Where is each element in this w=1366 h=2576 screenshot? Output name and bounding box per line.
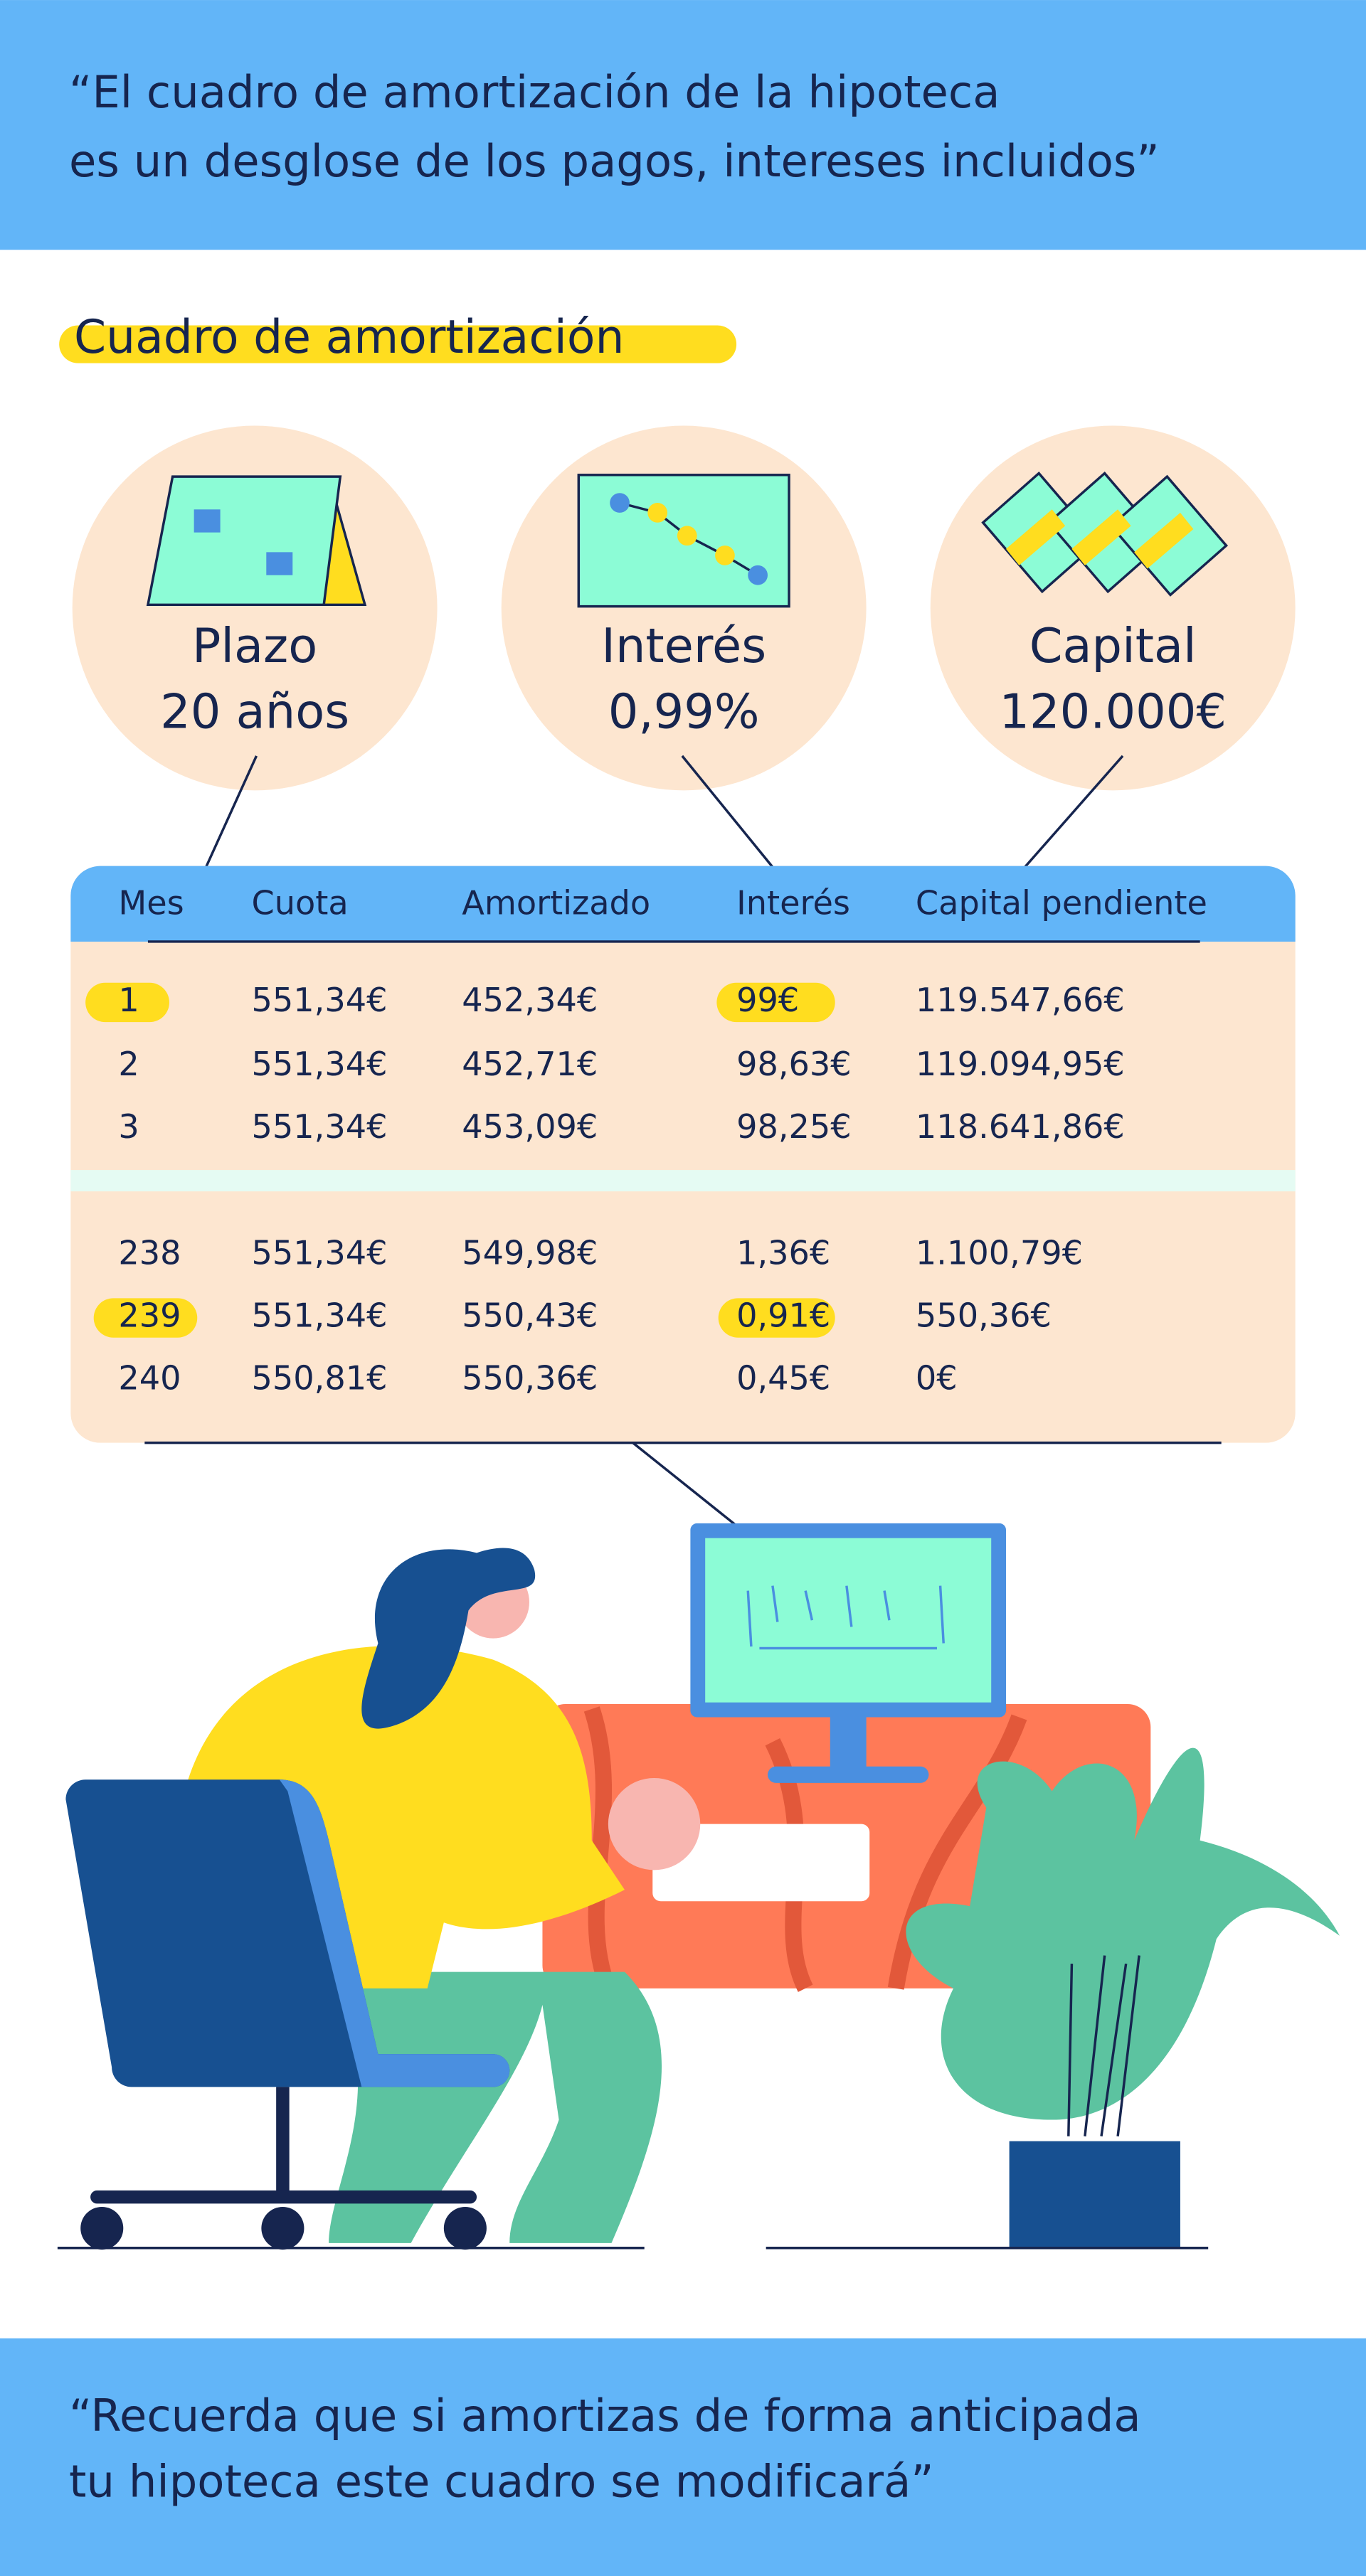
summary-value: 120.000€: [999, 684, 1227, 740]
header-quote: “El cuadro de amortización de la hipotec…: [69, 66, 1000, 118]
amortization-table: Mes Cuota Amortizado Interés Capital pendien…: [70, 866, 1296, 1443]
table-cell: 550,36€: [462, 1358, 598, 1397]
table-cell: 453,09€: [462, 1107, 598, 1146]
wheel: [261, 2207, 305, 2250]
table-cell: 549,98€: [462, 1234, 598, 1272]
section-title: Cuadro de amortización: [74, 311, 624, 364]
table-cell: 550,43€: [462, 1297, 598, 1335]
column-header: Amortizado: [462, 884, 650, 922]
table-cell: 240: [118, 1358, 181, 1397]
table-cell: 551,34€: [252, 1107, 388, 1146]
table-cell: 118.641,86€: [916, 1107, 1125, 1146]
table-cell: 1,36€: [736, 1234, 830, 1272]
table-cell: 1: [118, 981, 139, 1019]
table-cell: 119.094,95€: [916, 1045, 1125, 1083]
table-cell: 3: [118, 1107, 139, 1146]
row-highlight: [93, 1298, 198, 1338]
chart-icon: [748, 565, 768, 585]
pot: [1009, 2141, 1180, 2248]
circle: [72, 425, 438, 791]
table-cell: 452,34€: [462, 981, 598, 1019]
summary-circles: Plazo 20 años Interés 0,99% Capital 120.…: [72, 425, 1296, 880]
summary-label: Capital: [1029, 618, 1197, 674]
table-cell: 1.100,79€: [916, 1234, 1083, 1272]
table-cell: 551,34€: [252, 981, 388, 1019]
calendar-icon: [266, 552, 293, 575]
chart-icon: [677, 526, 697, 546]
row-highlight: [85, 982, 169, 1023]
table-cell: 551,34€: [252, 1234, 388, 1272]
table-gap: [70, 1170, 1296, 1192]
table-cell: 551,34€: [252, 1045, 388, 1083]
footer-quote: “Recuerda que si amortizas de forma anti…: [69, 2390, 1141, 2442]
hair: [361, 1548, 536, 1729]
chair-base: [90, 2190, 477, 2204]
keyboard: [652, 1824, 870, 1902]
table-body: [70, 866, 1296, 1443]
wheel: [80, 2207, 124, 2250]
chart-icon: [647, 503, 668, 523]
footer-band: [0, 2338, 1366, 2576]
table-cell: 238: [118, 1234, 181, 1272]
table-cell: 2: [118, 1045, 139, 1083]
chair-post: [276, 2087, 290, 2194]
connector-lines: [199, 755, 1124, 880]
column-header: Interés: [736, 884, 850, 922]
cell-highlight: [718, 1298, 835, 1338]
summary-value: 0,99%: [608, 684, 760, 740]
plant: [906, 1747, 1340, 2120]
table-cell: 550,36€: [916, 1297, 1052, 1335]
calendar-icon: [194, 509, 221, 533]
monitor-base: [767, 1766, 929, 1783]
table-cell: 550,81€: [252, 1358, 388, 1397]
cell-highlight: [716, 982, 835, 1023]
header-quote: es un desglose de los pagos, intereses i…: [69, 135, 1160, 187]
money-band: [1006, 509, 1194, 569]
monitor-screen: [705, 1538, 992, 1703]
monitor-stand: [830, 1717, 867, 1770]
summary-label: Plazo: [192, 618, 317, 674]
table-cell: 99€: [736, 981, 799, 1019]
table-header-band: [70, 866, 1296, 942]
column-header: Capital pendiente: [916, 884, 1207, 922]
table-cell: 0€: [916, 1358, 958, 1397]
title-highlight: [59, 325, 737, 363]
illustration: [57, 1523, 1340, 2250]
table-cell: 119.547,66€: [916, 981, 1125, 1019]
table-cell: 98,25€: [736, 1107, 852, 1146]
header-band: [0, 0, 1366, 250]
wheel: [443, 2207, 487, 2250]
footer-quote: tu hipoteca este cuadro se modificará”: [69, 2456, 934, 2508]
summary-value: 20 años: [160, 684, 349, 740]
chair: [65, 1779, 510, 2087]
table-cell: 0,45€: [736, 1358, 830, 1397]
calendar-icon: [146, 475, 342, 607]
column-header: Mes: [118, 884, 184, 922]
chart-icon: [715, 545, 735, 565]
chart-icon: [610, 493, 630, 513]
table-cell: 239: [118, 1297, 181, 1335]
hand: [608, 1777, 701, 1870]
legs: [329, 1971, 662, 2243]
table-cell: 551,34€: [252, 1297, 388, 1335]
table-cell: 98,63€: [736, 1045, 852, 1083]
plant-stems: [1067, 1955, 1140, 2136]
table-cell: 452,71€: [462, 1045, 598, 1083]
chair-side: [279, 1779, 510, 2087]
screen-lines: [746, 1585, 945, 1650]
table-cell: 0,91€: [736, 1297, 830, 1335]
summary-label: Interés: [601, 618, 766, 674]
column-header: Cuota: [252, 884, 349, 922]
